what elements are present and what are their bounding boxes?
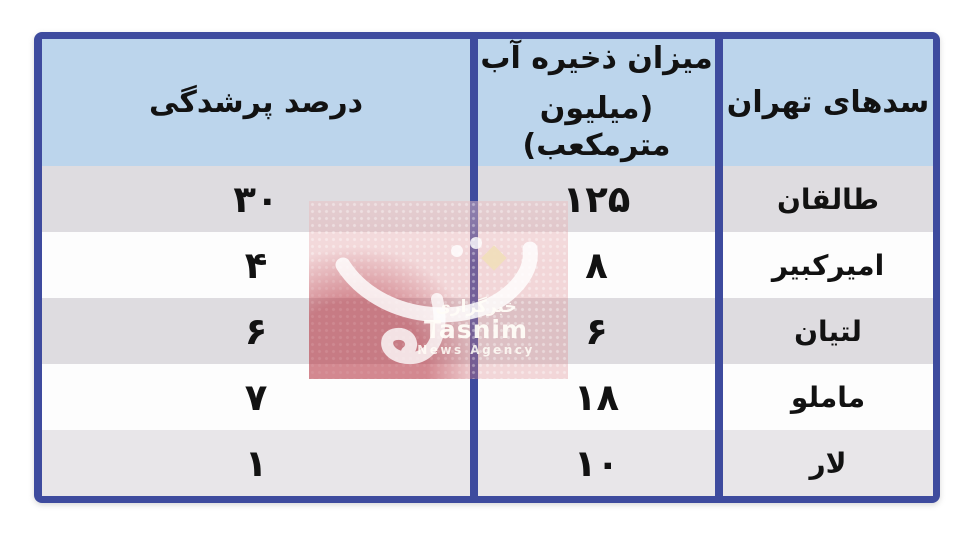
cell-dam-name: امیرکبیر <box>723 232 933 298</box>
cell-storage-value: ۶ <box>478 298 715 364</box>
cell-storage-value: ۱۸ <box>478 364 715 430</box>
cell-fill-value: ۴ <box>42 232 470 298</box>
header-dams-label: سدهای تهران <box>726 84 930 120</box>
cell-fill-value: ۳۰ <box>42 166 470 232</box>
cell-storage-value: ۱۲۵ <box>478 166 715 232</box>
header-storage-line1: میزان ذخیره آب <box>480 41 713 77</box>
header-dams: سدهای تهران <box>723 39 933 166</box>
cell-fill-value: ۶ <box>42 298 470 364</box>
cell-dam-name: طالقان <box>723 166 933 232</box>
cell-storage-value: ۱۰ <box>478 430 715 496</box>
cell-dam-name: ماملو <box>723 364 933 430</box>
cell-dam-name: لار <box>723 430 933 496</box>
cell-fill-value: ۱ <box>42 430 470 496</box>
tehran-dams-table: سدهای تهران میزان ذخیره آب (میلیون مترمک… <box>34 32 940 503</box>
header-fill-percent: درصد پرشدگی <box>42 39 470 166</box>
header-storage: میزان ذخیره آب (میلیون مترمکعب) <box>478 39 715 166</box>
cell-storage-value: ۸ <box>478 232 715 298</box>
header-storage-line2: (میلیون مترمکعب) <box>522 90 671 164</box>
cell-fill-value: ۷ <box>42 364 470 430</box>
cell-dam-name: لتیان <box>723 298 933 364</box>
header-fill-percent-label: درصد پرشدگی <box>149 84 363 120</box>
